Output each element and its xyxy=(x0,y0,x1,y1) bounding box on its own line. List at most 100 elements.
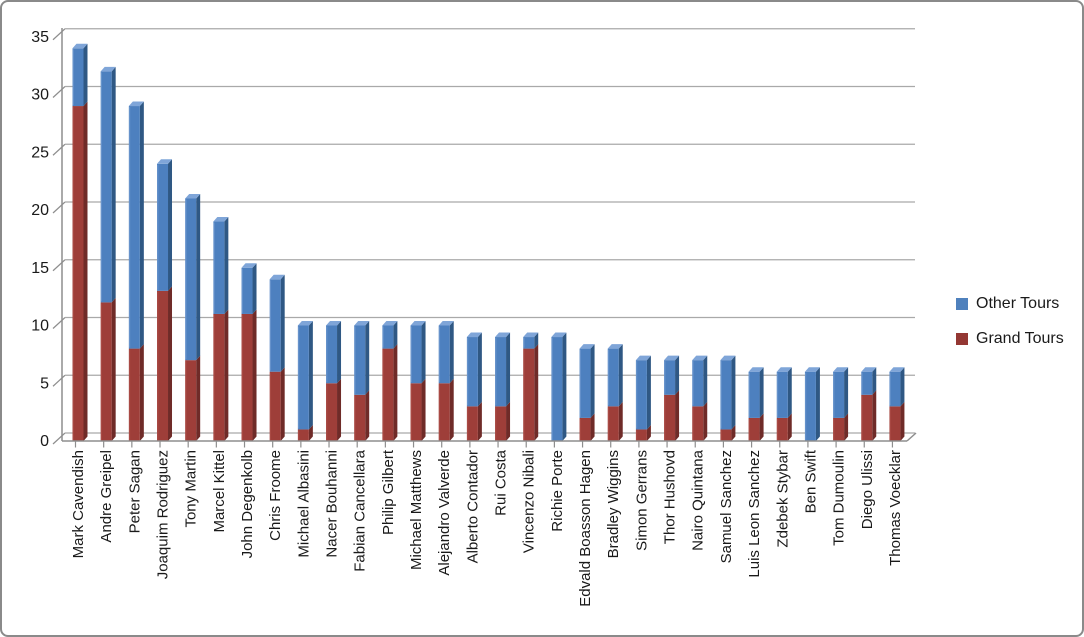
category-label: Philip Gilbert xyxy=(380,449,397,535)
bar-side xyxy=(900,401,905,441)
bar-cap xyxy=(241,263,257,268)
y-axis-tick xyxy=(52,143,66,156)
bar-cap xyxy=(607,344,623,349)
bar-side xyxy=(534,332,539,349)
bar-side xyxy=(731,355,736,430)
bar-segment xyxy=(297,325,309,430)
category-label: Michael Matthews xyxy=(408,450,425,570)
bar-segment xyxy=(241,267,253,314)
bar-cap xyxy=(720,355,736,361)
bar-side xyxy=(365,390,370,441)
bar-side xyxy=(562,332,567,441)
bar-cap xyxy=(297,321,313,326)
bar-segment xyxy=(776,371,788,418)
bar-segment xyxy=(382,325,394,349)
legend-swatch-other-tours-icon xyxy=(956,298,968,310)
category-label: Andre Greipel xyxy=(98,450,115,543)
category-label: Luis Leon Sanchez xyxy=(746,450,763,578)
bar-cap xyxy=(833,367,849,372)
y-axis-label: 0 xyxy=(40,433,49,450)
bar-side xyxy=(900,367,905,407)
category-label: Zdebek Stybar xyxy=(774,450,791,548)
bar-side xyxy=(168,159,173,291)
bar-side xyxy=(618,344,623,407)
bar-segment xyxy=(833,417,845,441)
category-label: Tony Martin xyxy=(183,450,200,528)
bar-segment xyxy=(523,348,535,441)
y-axis-label: 5 xyxy=(40,375,49,392)
bar-cap xyxy=(889,367,905,372)
bar-segment xyxy=(213,221,225,314)
category-label: Samuel Sanchez xyxy=(718,450,735,563)
bar-segment xyxy=(157,163,169,291)
bar-segment xyxy=(861,371,873,395)
bar-cap xyxy=(269,274,285,280)
bar-side xyxy=(168,286,173,441)
bar-side xyxy=(224,217,229,314)
category-label: Chris Froome xyxy=(267,450,284,541)
chart-legend: Other Tours Grand Tours xyxy=(956,296,1064,347)
category-label: Nacer Bouhanni xyxy=(324,450,341,558)
bar-cap xyxy=(804,367,820,372)
category-label: Peter Sagan xyxy=(126,450,143,533)
bar-segment xyxy=(128,106,140,349)
bar-side xyxy=(393,344,398,441)
category-label: Simon Gerrans xyxy=(633,450,650,551)
bar-segment xyxy=(297,429,309,441)
bar-segment xyxy=(664,394,676,441)
y-axis-tick xyxy=(52,432,66,445)
category-label: Bradley Wiggins xyxy=(605,450,622,558)
bar-side xyxy=(787,413,792,441)
bar-segment xyxy=(72,48,84,107)
bar-cap xyxy=(382,321,398,326)
bar-side xyxy=(449,378,454,441)
bar-segment xyxy=(551,337,563,441)
bar-cap xyxy=(523,332,539,338)
bar-side xyxy=(139,344,144,441)
y-axis-tick xyxy=(52,259,66,272)
category-label: Joaquim Rodriguez xyxy=(155,450,172,579)
bar-side xyxy=(252,309,257,441)
bar-side xyxy=(477,401,482,441)
category-label: Alberto Contador xyxy=(464,450,481,563)
bar-segment xyxy=(354,394,366,441)
bar-segment xyxy=(889,406,901,441)
bar-cap xyxy=(438,321,454,326)
bar-side xyxy=(506,332,511,407)
bar-side xyxy=(111,66,116,303)
bar-segment xyxy=(438,383,450,441)
bar-side xyxy=(787,367,792,418)
bar-segment xyxy=(692,360,704,407)
bar-side xyxy=(590,413,595,441)
bar-segment xyxy=(410,383,422,441)
bar-side xyxy=(111,297,116,441)
bar-side xyxy=(815,367,820,441)
bar-side xyxy=(872,390,877,441)
bar-side xyxy=(139,101,144,349)
bar-segment xyxy=(889,371,901,407)
bar-segment xyxy=(326,383,338,441)
bar-side xyxy=(703,401,708,441)
bar-segment xyxy=(664,360,676,395)
bar-segment xyxy=(833,371,845,418)
bar-side xyxy=(365,321,370,395)
bar-side xyxy=(731,424,736,441)
bar-cap xyxy=(185,193,201,199)
bar-side xyxy=(337,321,342,384)
y-axis-label: 30 xyxy=(31,87,49,104)
bar-side xyxy=(308,321,313,430)
bar-cap xyxy=(128,101,144,107)
bar-side xyxy=(337,378,342,441)
category-label: Thor Hushovd xyxy=(662,450,679,544)
category-label: Michael Albasini xyxy=(295,450,312,558)
bar-cap xyxy=(579,344,595,349)
bar-segment xyxy=(157,290,169,441)
bar-side xyxy=(196,193,201,361)
y-axis-label: 25 xyxy=(31,144,49,161)
bar-segment xyxy=(185,360,197,441)
bar-side xyxy=(675,390,680,441)
bar-cap xyxy=(776,367,792,372)
bar-side xyxy=(83,101,88,442)
bar-cap xyxy=(748,367,764,372)
